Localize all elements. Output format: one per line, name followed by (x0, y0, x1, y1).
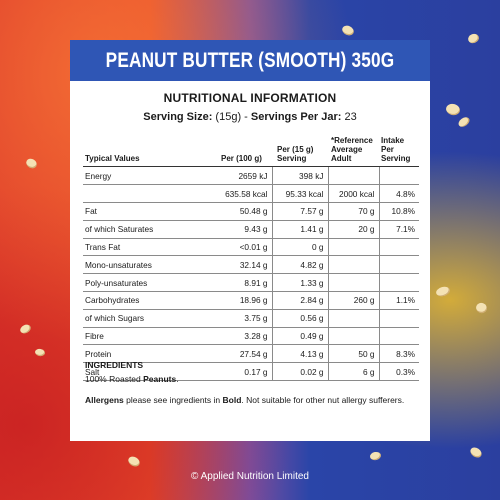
row-label: Trans Fat (83, 238, 211, 257)
row-per15: 4.82 g (272, 255, 329, 275)
row-per15: 1.33 g (272, 273, 329, 293)
servings-value: 23 (344, 111, 357, 123)
row-intake (379, 167, 419, 186)
table-row: Fat 50.48 g 7.57 g 70 g 10.8% (83, 202, 419, 221)
row-label: Protein (83, 344, 211, 364)
serving-size-label: Serving Size: (143, 111, 213, 123)
row-per15: 95.33 kcal (272, 184, 329, 204)
row-per100: 0.17 g (211, 362, 273, 382)
table-row: Energy 2659 kJ 398 kJ (83, 167, 419, 186)
row-reference: 50 g (328, 344, 380, 364)
column-header-reference: *Reference Average Adult (331, 136, 373, 163)
row-label: Fat (83, 202, 211, 221)
row-label: of which Sugars (83, 309, 211, 328)
table-row: Mono-unsaturates 32.14 g 4.82 g (83, 255, 419, 275)
row-intake: 1.1% (379, 291, 419, 310)
product-title: PEANUT BUTTER (SMOOTH) 350G (105, 48, 395, 72)
row-reference: 70 g (328, 202, 380, 221)
row-per15: 398 kJ (272, 167, 329, 186)
column-header-intake: Intake Per Serving (381, 136, 411, 163)
row-per15: 0.56 g (272, 309, 329, 328)
row-per15: 0.49 g (272, 327, 329, 346)
table-row: Poly-unsaturates 8.91 g 1.33 g (83, 273, 419, 293)
row-per100: <0.01 g (211, 238, 273, 257)
row-intake: 10.8% (379, 202, 419, 221)
row-per15: 2.84 g (272, 291, 329, 310)
nutrition-table: Energy 2659 kJ 398 kJ 635.58 kcal 95.33 kcal… (83, 167, 419, 382)
table-row: Carbohydrates 18.96 g 2.84 g 260 g 1.1% (83, 291, 419, 310)
serving-info: Serving Size: (15g) - Servings Per Jar: … (143, 111, 357, 123)
column-header-per15: Per (15 g) Serving (277, 145, 314, 163)
row-label: Poly-unsaturates (83, 273, 211, 293)
row-intake (379, 273, 419, 293)
product-title-banner: PEANUT BUTTER (SMOOTH) 350G (70, 40, 430, 81)
row-per100: 3.28 g (211, 327, 273, 346)
row-label: Fibre (83, 327, 211, 346)
row-label: Carbohydrates (83, 291, 211, 310)
row-per100: 27.54 g (211, 344, 273, 364)
row-intake: 7.1% (379, 220, 419, 239)
row-label: of which Saturates (83, 220, 211, 239)
table-row: of which Sugars 3.75 g 0.56 g (83, 309, 419, 328)
table-row: Protein 27.54 g 4.13 g 50 g 8.3% (83, 344, 419, 364)
row-intake (379, 327, 419, 346)
row-intake: 4.8% (379, 184, 419, 204)
column-header-per100: Per (100 g) (221, 154, 262, 163)
row-reference (328, 167, 380, 186)
ingredients-heading: INGREDIENTS (85, 360, 144, 370)
row-reference: 2000 kcal (328, 184, 380, 204)
row-intake (379, 309, 419, 328)
row-per15: 0 g (272, 238, 329, 257)
row-reference (328, 238, 380, 257)
row-per15: 4.13 g (272, 344, 329, 364)
row-reference (328, 273, 380, 293)
row-reference (328, 327, 380, 346)
row-reference: 20 g (328, 220, 380, 239)
row-reference (328, 309, 380, 328)
row-per100: 8.91 g (211, 273, 273, 293)
row-reference: 260 g (328, 291, 380, 310)
servings-label: Servings Per Jar: (250, 111, 342, 123)
allergen-statement: Allergens please see ingredients in Bold… (85, 395, 405, 405)
nutrition-table-header: Typical Values Per (100 g) Per (15 g) Se… (83, 127, 419, 167)
nutrition-label-card: PEANUT BUTTER (SMOOTH) 350G NUTRITIONAL … (70, 40, 430, 441)
row-per15: 1.41 g (272, 220, 329, 239)
row-per100: 3.75 g (211, 309, 273, 328)
copyright-footer: © Applied Nutrition Limited (191, 471, 309, 482)
row-per100: 635.58 kcal (211, 184, 273, 204)
row-per100: 2659 kJ (211, 167, 273, 186)
row-per100: 50.48 g (211, 202, 273, 221)
serving-size-value: (15g) (215, 111, 242, 123)
row-reference (328, 255, 380, 275)
table-row: Fibre 3.28 g 0.49 g (83, 327, 419, 346)
row-label: Salt (83, 362, 211, 382)
ingredients-text: 100% Roasted Peanuts. (85, 374, 179, 384)
row-label: Mono-unsaturates (83, 255, 211, 275)
nutrition-heading: NUTRITIONAL INFORMATION (163, 91, 337, 105)
row-per100: 32.14 g (211, 255, 273, 275)
row-per100: 18.96 g (211, 291, 273, 310)
row-reference: 6 g (328, 362, 380, 382)
table-row: of which Saturates 9.43 g 1.41 g 20 g 7.1% (83, 220, 419, 239)
row-per100: 9.43 g (211, 220, 273, 239)
row-intake: 8.3% (379, 344, 419, 364)
table-row: 635.58 kcal 95.33 kcal 2000 kcal 4.8% (83, 184, 419, 204)
row-per15: 0.02 g (272, 362, 329, 382)
row-intake (379, 238, 419, 257)
row-per15: 7.57 g (272, 202, 329, 221)
row-intake: 0.3% (379, 362, 419, 382)
column-header-typical: Typical Values (85, 154, 140, 163)
row-label (83, 184, 211, 204)
row-intake (379, 255, 419, 275)
row-label: Energy (83, 167, 211, 186)
